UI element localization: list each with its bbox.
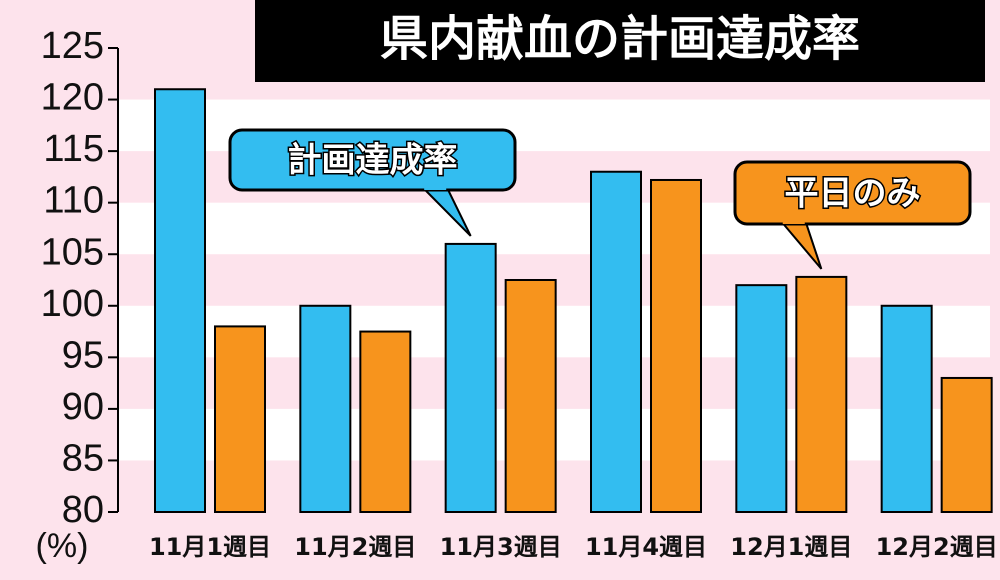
- y-tick-label: 105: [41, 231, 104, 273]
- bar: [880, 304, 933, 513]
- y-tick-label: 85: [62, 437, 104, 479]
- bar: [504, 279, 557, 513]
- legend-label: 計画達成率: [288, 141, 458, 181]
- bar: [299, 304, 352, 513]
- legend-box: [733, 160, 972, 226]
- x-tick-label: 11月1週目: [149, 533, 271, 561]
- y-tick-label: 90: [62, 386, 104, 428]
- y-tick-label: 120: [41, 77, 104, 119]
- bar: [940, 376, 993, 514]
- y-tick-label: 95: [62, 334, 104, 376]
- y-tick-label: 100: [41, 283, 104, 325]
- bar: [154, 88, 206, 513]
- bar: [735, 284, 788, 513]
- legend-label: 平日のみ: [785, 174, 921, 214]
- bar: [444, 242, 497, 514]
- x-tick-label: 11月2週目: [294, 533, 416, 561]
- x-tick-label: 11月3週目: [440, 533, 562, 561]
- bar: [650, 178, 702, 514]
- y-tick-label: 80: [62, 489, 104, 531]
- y-axis-label: (%): [36, 527, 89, 565]
- legend-box: [228, 128, 517, 192]
- chart-title: 県内献血の計画達成率: [380, 11, 860, 67]
- title-box: [255, 0, 985, 82]
- bar: [359, 330, 412, 513]
- bar: [214, 325, 266, 513]
- bar: [590, 170, 642, 513]
- legend-cover: [424, 186, 447, 190]
- x-tick-label: 12月2週目: [876, 533, 998, 561]
- bar: [795, 275, 848, 514]
- legend-cover: [782, 220, 805, 224]
- x-tick-label: 12月1週目: [730, 533, 852, 561]
- y-tick-label: 125: [41, 25, 104, 67]
- y-tick-label: 115: [43, 128, 104, 170]
- x-tick-label: 11月4週目: [585, 533, 707, 561]
- y-tick-label: 110: [43, 180, 104, 222]
